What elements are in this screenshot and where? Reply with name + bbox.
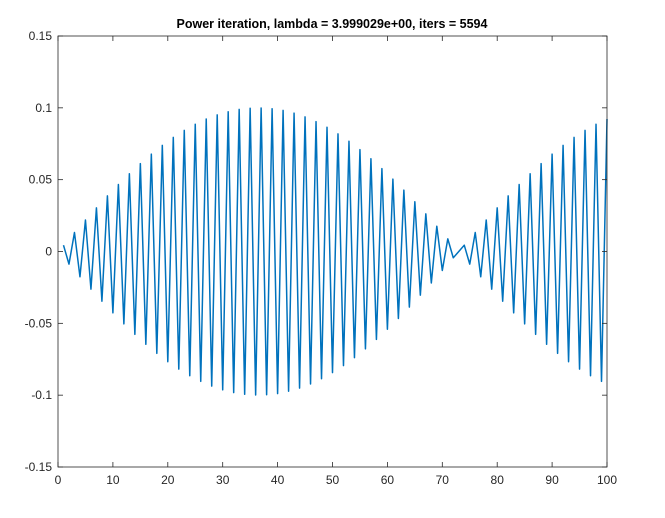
x-tick-label: 50: [326, 473, 340, 487]
x-tick-label: 70: [436, 473, 450, 487]
x-tick-label: 60: [381, 473, 395, 487]
y-tick-label: -0.05: [25, 316, 53, 330]
chart-title: Power iteration, lambda = 3.999029e+00, …: [177, 17, 488, 31]
series-line-0: [62, 107, 608, 396]
x-tick-label: 80: [491, 473, 505, 487]
y-tick-label: -0.1: [31, 388, 52, 402]
x-tick-label: 30: [216, 473, 230, 487]
x-tick-label: 100: [597, 473, 617, 487]
x-tick-label: 10: [106, 473, 120, 487]
axes: 0 10 20 30 40 50 60 70 80 90 100 0.15 0.1 0.05 0 -0.05 -…: [25, 29, 618, 487]
x-tick-label: 40: [271, 473, 285, 487]
plot-area: [58, 36, 608, 467]
x-tick-label: 0: [55, 473, 62, 487]
y-tick-label: 0.1: [35, 101, 52, 115]
x-tick-label: 90: [545, 473, 559, 487]
y-tick-label: 0.05: [29, 173, 53, 187]
y-tick-label: 0.15: [29, 29, 53, 43]
y-tick-label: 0: [45, 245, 52, 259]
y-tick-label: -0.15: [25, 460, 53, 474]
x-tick-label: 20: [161, 473, 175, 487]
axes-background: [58, 36, 607, 467]
